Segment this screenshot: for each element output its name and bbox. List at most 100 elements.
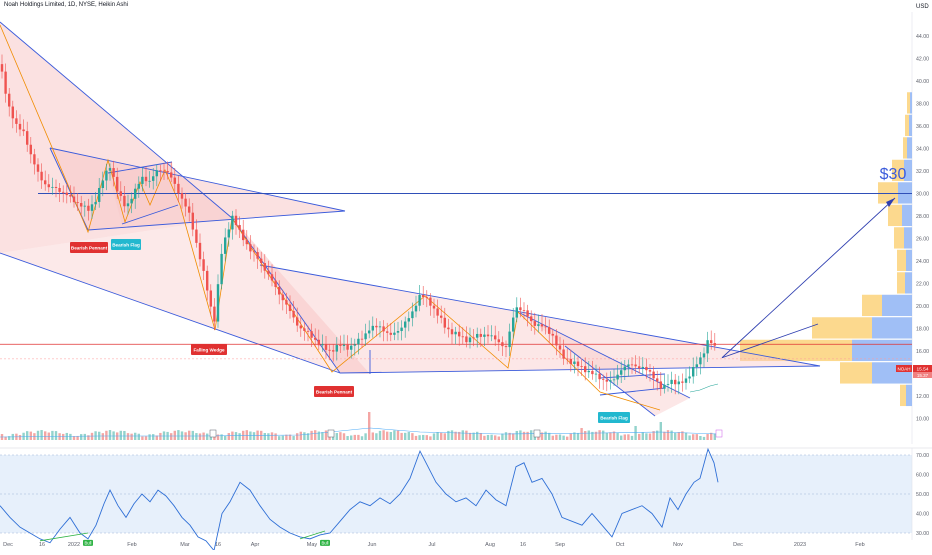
pattern-trendline bbox=[121, 204, 179, 225]
candle-body bbox=[530, 316, 533, 322]
volume-profile-bar bbox=[882, 294, 912, 317]
volume-bar bbox=[522, 431, 526, 440]
candle-body bbox=[688, 376, 691, 379]
candle-body bbox=[350, 345, 353, 350]
price-tick-label: 28.00 bbox=[916, 214, 929, 220]
volume-profile-bar bbox=[897, 249, 906, 272]
price-tick-label: 20.00 bbox=[916, 304, 929, 310]
volume-bar bbox=[519, 430, 522, 440]
volume-bar bbox=[702, 436, 706, 440]
volume-bar bbox=[206, 433, 209, 440]
volume-bar bbox=[213, 435, 216, 440]
volume-bar bbox=[670, 430, 673, 440]
candle-body bbox=[537, 324, 540, 326]
candle-body bbox=[62, 191, 65, 193]
candle-body bbox=[180, 193, 184, 199]
volume-bar bbox=[270, 432, 274, 440]
volume-bar bbox=[404, 432, 407, 440]
rsi-tick-label: 40.00 bbox=[916, 512, 929, 518]
volume-bar bbox=[422, 434, 425, 440]
candle-body bbox=[353, 344, 356, 346]
candle-body bbox=[670, 379, 673, 384]
volume-bar bbox=[36, 430, 40, 440]
time-tick-label: May bbox=[307, 542, 318, 548]
volume-bar bbox=[465, 430, 468, 440]
candle-body bbox=[123, 195, 126, 207]
pattern-label-box bbox=[111, 239, 141, 250]
volume-bar bbox=[155, 435, 158, 440]
candle-body bbox=[184, 198, 187, 207]
candle-body bbox=[65, 192, 68, 196]
candle-body bbox=[80, 203, 83, 207]
candle-body bbox=[656, 378, 659, 382]
volume-profile-bar bbox=[905, 272, 912, 294]
volume-bar bbox=[202, 432, 205, 440]
candle-body bbox=[526, 310, 529, 317]
volume-profile-bar bbox=[909, 114, 912, 137]
volume-bar bbox=[18, 435, 22, 440]
volume-bar bbox=[692, 434, 695, 440]
price-tick-label: 12.00 bbox=[916, 394, 929, 400]
volume-bar bbox=[357, 434, 360, 440]
candle-body bbox=[281, 294, 284, 301]
pattern-trendline bbox=[49, 147, 346, 212]
candle-body bbox=[296, 317, 299, 326]
candle-body bbox=[166, 170, 169, 173]
volume-bar bbox=[562, 435, 565, 440]
candle-body bbox=[245, 240, 248, 245]
volume-bar bbox=[126, 433, 130, 440]
volume-bar bbox=[677, 432, 680, 440]
candle-body bbox=[306, 330, 310, 332]
time-tick-label: 2022 bbox=[68, 542, 80, 548]
price-tick-label: 30.00 bbox=[916, 192, 929, 198]
candle-body bbox=[328, 349, 331, 351]
symbol-tag-text: NOAH bbox=[897, 366, 910, 371]
candle-body bbox=[486, 334, 490, 337]
volume-bar bbox=[263, 432, 266, 440]
candle-body bbox=[4, 71, 7, 94]
volume-bar bbox=[544, 431, 547, 440]
candle-body bbox=[450, 329, 454, 335]
candle-body bbox=[69, 195, 72, 197]
candle-body bbox=[540, 324, 544, 327]
candle-body bbox=[285, 300, 288, 305]
candle-body bbox=[274, 280, 277, 287]
volume-bar bbox=[710, 432, 713, 440]
volume-profile-bar bbox=[905, 114, 909, 137]
volume-bar bbox=[252, 432, 256, 440]
candle-body bbox=[292, 311, 295, 318]
candle-body bbox=[0, 64, 4, 72]
volume-bar bbox=[508, 432, 511, 440]
event-marker bbox=[327, 429, 335, 438]
pattern-trendline bbox=[231, 217, 341, 374]
volume-bar bbox=[321, 432, 324, 440]
volume-bar bbox=[188, 430, 191, 440]
volume-bar bbox=[530, 430, 533, 440]
volume-profile-bar bbox=[892, 159, 904, 182]
volume-bar bbox=[368, 412, 371, 440]
candle-body bbox=[54, 186, 58, 188]
volume-bar bbox=[490, 434, 493, 440]
volume-bar bbox=[483, 435, 486, 440]
candle-body bbox=[357, 338, 360, 345]
candle-body bbox=[288, 304, 292, 312]
volume-bar bbox=[526, 431, 529, 440]
volume-bar bbox=[566, 436, 569, 440]
volume-bar bbox=[494, 435, 497, 440]
volume-profile-bar bbox=[862, 294, 882, 317]
volume-bar bbox=[548, 432, 551, 440]
volume-bar bbox=[292, 436, 295, 440]
patterns bbox=[0, 21, 821, 417]
volume-bar bbox=[602, 430, 605, 440]
pattern-label-box bbox=[314, 386, 354, 397]
projection: $30 bbox=[721, 166, 906, 359]
volume-bar bbox=[191, 430, 194, 440]
volume-ma-line bbox=[0, 427, 719, 438]
volume-bar bbox=[501, 433, 504, 440]
price-tick-label: 24.00 bbox=[916, 259, 929, 265]
volume-bar bbox=[346, 436, 349, 440]
candle-body bbox=[44, 180, 47, 185]
volume-bar bbox=[26, 431, 29, 440]
volume-bar bbox=[209, 436, 212, 440]
